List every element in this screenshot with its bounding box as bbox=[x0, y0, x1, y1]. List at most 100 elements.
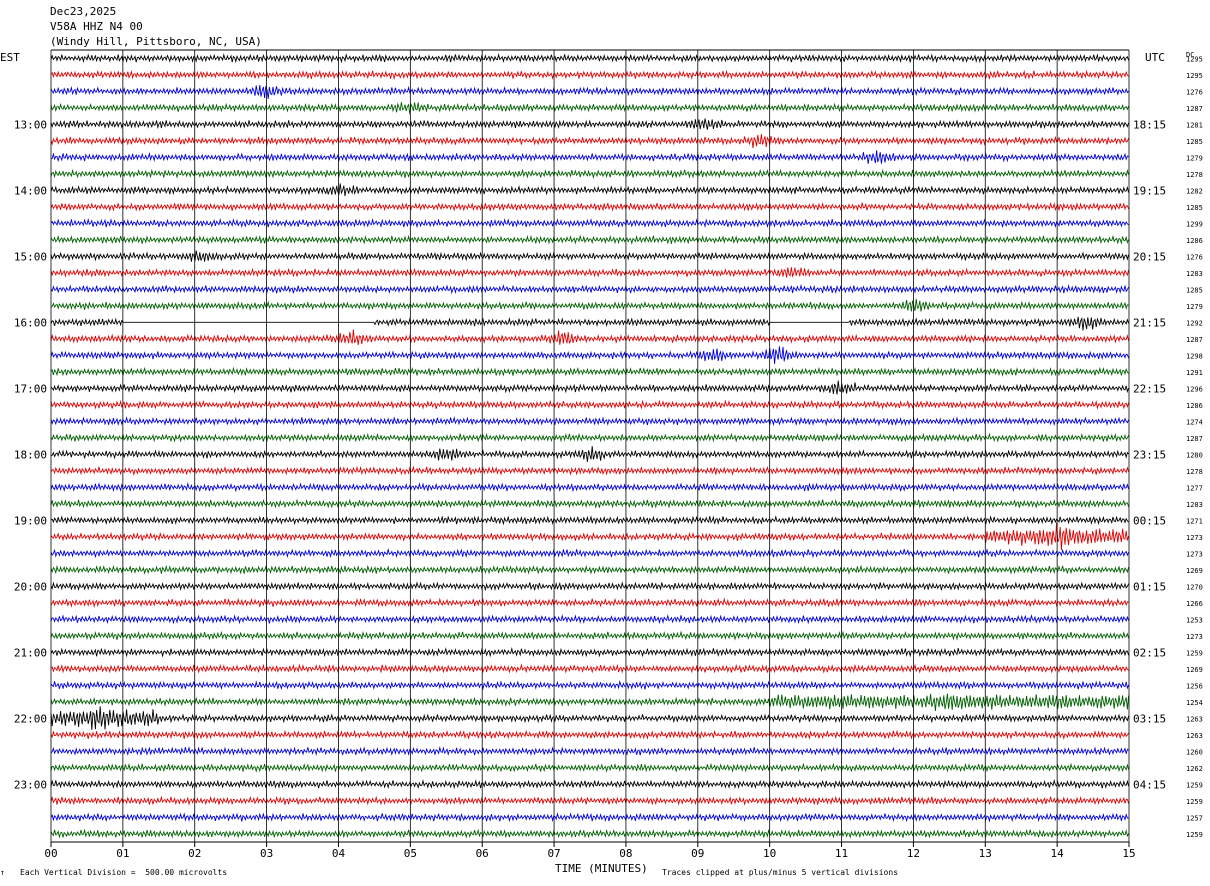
trace-row-3 bbox=[50, 102, 1130, 115]
trace-row-21 bbox=[50, 399, 1130, 410]
left-hour-label: 14:00 bbox=[14, 184, 47, 197]
trace-row-36 bbox=[50, 647, 1130, 658]
scale-note: Each Vertical Division = 500.00 microvol… bbox=[20, 868, 228, 877]
dc-offset-value: 1253 bbox=[1186, 616, 1203, 624]
trace-row-27 bbox=[50, 498, 1130, 509]
dc-offset-value: 1260 bbox=[1186, 748, 1203, 756]
dc-offset-value: 1298 bbox=[1186, 352, 1203, 360]
grid-lines bbox=[50, 49, 1130, 847]
trace-row-8 bbox=[50, 183, 1130, 197]
trace-row-9 bbox=[50, 201, 1130, 212]
dc-offset-value: 1259 bbox=[1186, 649, 1203, 657]
dc-offset-value: 1292 bbox=[1186, 319, 1203, 327]
trace-group bbox=[50, 53, 1130, 839]
x-tick-label: 00 bbox=[44, 847, 57, 860]
trace-row-5 bbox=[50, 134, 1130, 149]
trace-row-23 bbox=[50, 432, 1130, 443]
dc-offset-value: 1299 bbox=[1186, 220, 1203, 228]
dc-offset-value: 1263 bbox=[1186, 732, 1203, 740]
x-tick-label: 03 bbox=[260, 847, 273, 860]
dc-offset-value: 1283 bbox=[1186, 501, 1203, 509]
right-hour-label: 22:15 bbox=[1133, 382, 1166, 395]
trace-row-38 bbox=[50, 680, 1130, 691]
dc-offset-value: 1274 bbox=[1186, 418, 1203, 426]
dc-offset-value: 1281 bbox=[1186, 121, 1203, 129]
left-hour-label: 16:00 bbox=[14, 316, 47, 329]
trace-row-29 bbox=[50, 522, 1130, 551]
trace-row-30 bbox=[50, 547, 1130, 559]
x-tick-label: 12 bbox=[907, 847, 920, 860]
dc-offset-value: 1287 bbox=[1186, 336, 1203, 344]
trace-row-24 bbox=[50, 446, 1129, 462]
trace-row-39 bbox=[50, 693, 1130, 711]
dc-offset-value: 1295 bbox=[1186, 55, 1203, 63]
trace-row-37 bbox=[50, 663, 1129, 674]
trace-row-4 bbox=[50, 118, 1130, 130]
trace-row-35 bbox=[50, 630, 1130, 641]
dc-offset-value: 1256 bbox=[1186, 682, 1203, 690]
x-tick-label: 08 bbox=[619, 847, 632, 860]
dc-offset-value: 1286 bbox=[1186, 402, 1203, 410]
left-hour-label: 15:00 bbox=[14, 250, 47, 263]
dc-offset-value: 1278 bbox=[1186, 171, 1203, 179]
station-channel: V58A HHZ N4 00 bbox=[50, 20, 143, 33]
trace-row-33 bbox=[50, 597, 1129, 608]
x-tick-label: 06 bbox=[476, 847, 489, 860]
left-hour-label: 13:00 bbox=[14, 118, 47, 131]
dc-offset-value: 1283 bbox=[1186, 270, 1203, 278]
dc-offset-value: 1273 bbox=[1186, 550, 1203, 558]
trace-row-2 bbox=[50, 85, 1129, 99]
dc-offset-value: 1287 bbox=[1186, 435, 1203, 443]
dc-offset-value: 1254 bbox=[1186, 699, 1203, 707]
trace-row-41 bbox=[50, 729, 1129, 741]
dc-offset-value: 1280 bbox=[1186, 451, 1203, 459]
dc-offset-value: 1276 bbox=[1186, 88, 1203, 96]
dc-offset-value: 1279 bbox=[1186, 154, 1203, 162]
trace-row-22 bbox=[50, 416, 1130, 427]
clip-note: Traces clipped at plus/minus 5 vertical … bbox=[662, 868, 899, 877]
right-hour-label: 21:15 bbox=[1133, 316, 1166, 329]
dc-offset-value: 1259 bbox=[1186, 798, 1203, 806]
trace-row-45 bbox=[50, 795, 1130, 806]
dc-offset-value: 1285 bbox=[1186, 138, 1203, 146]
dc-offset-value: 1270 bbox=[1186, 583, 1203, 591]
dc-offset-value: 1263 bbox=[1186, 715, 1203, 723]
trace-row-40 bbox=[50, 706, 1130, 730]
left-hour-label: 22:00 bbox=[14, 712, 47, 725]
trace-row-19 bbox=[50, 366, 1129, 377]
x-tick-label: 14 bbox=[1051, 847, 1065, 860]
dc-offset-value: 1279 bbox=[1186, 303, 1203, 311]
trace-row-42 bbox=[50, 746, 1129, 757]
trace-row-15 bbox=[50, 298, 1129, 312]
dc-offset-value: 1269 bbox=[1186, 567, 1203, 575]
trace-row-16 bbox=[50, 316, 1130, 331]
x-tick-label: 09 bbox=[691, 847, 704, 860]
x-tick-label: 04 bbox=[332, 847, 346, 860]
dc-offset-value: 1287 bbox=[1186, 105, 1203, 113]
right-timezone-label: UTC bbox=[1145, 51, 1165, 64]
plot-date: Dec23,2025 bbox=[50, 5, 117, 18]
dc-offset-value: 1296 bbox=[1186, 385, 1203, 393]
trace-row-25 bbox=[50, 465, 1130, 477]
trace-row-46 bbox=[50, 812, 1129, 823]
x-tick-label: 11 bbox=[835, 847, 848, 860]
right-hour-label: 20:15 bbox=[1133, 250, 1166, 263]
dc-offset-value: 1282 bbox=[1186, 187, 1203, 195]
dc-offset-value: 1259 bbox=[1186, 781, 1203, 789]
left-timezone-label: EST bbox=[0, 51, 20, 64]
dc-offset-value: 1276 bbox=[1186, 253, 1203, 261]
trace-row-12 bbox=[50, 250, 1130, 262]
left-hour-label: 17:00 bbox=[14, 382, 47, 395]
trace-row-0 bbox=[50, 53, 1130, 64]
dc-offset-value: 1295 bbox=[1186, 72, 1203, 80]
left-hour-label: 21:00 bbox=[14, 646, 47, 659]
dc-offset-value: 1277 bbox=[1186, 484, 1203, 492]
left-hour-label: 23:00 bbox=[14, 778, 47, 791]
x-tick-label: 02 bbox=[188, 847, 201, 860]
right-hour-label: 04:15 bbox=[1133, 778, 1166, 791]
trace-row-6 bbox=[50, 150, 1129, 164]
x-tick-label: 05 bbox=[404, 847, 417, 860]
x-tick-label: 07 bbox=[547, 847, 560, 860]
trace-row-10 bbox=[50, 218, 1129, 229]
